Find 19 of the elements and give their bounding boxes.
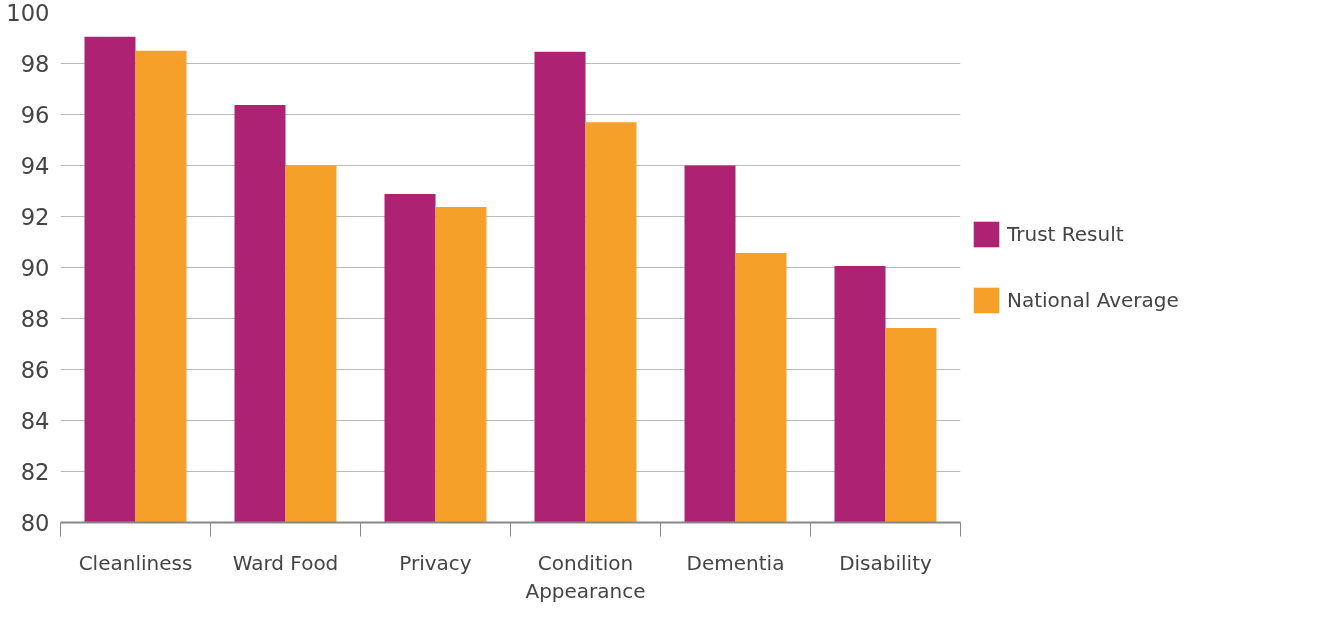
y-tick-label: 92 [20, 204, 50, 230]
y-tick-label: 100 [6, 0, 50, 26]
x-tick-label: Disability [839, 550, 932, 575]
x-tick-label: Condition Appearance [525, 550, 646, 604]
y-tick-label: 96 [20, 102, 50, 128]
y-tick-label: 90 [20, 255, 50, 281]
x-tick-label: Ward Food [232, 550, 339, 575]
legend-label: Trust Result [1007, 222, 1124, 246]
x-tick-label: Cleanliness [78, 550, 193, 575]
y-tick-label: 84 [20, 408, 50, 434]
y-tick-label: 88 [20, 306, 50, 332]
y-tick-label: 86 [20, 357, 50, 383]
y-tick-label: 80 [20, 510, 50, 536]
y-tick-label: 98 [20, 51, 50, 77]
y-tick-label: 82 [20, 459, 50, 485]
legend-label: National Average [1007, 288, 1179, 312]
x-tick-label: Dementia [686, 550, 785, 575]
x-tick-label: Privacy [399, 550, 472, 575]
y-tick-label: 94 [20, 153, 50, 179]
